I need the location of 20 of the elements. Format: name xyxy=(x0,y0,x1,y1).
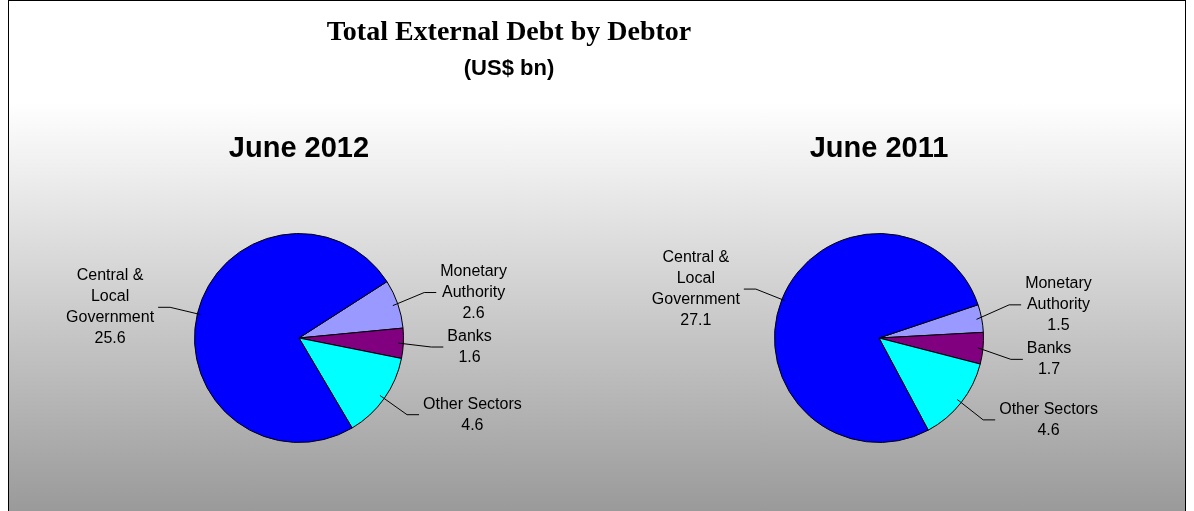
slice-label: Other Sectors xyxy=(999,399,1098,417)
chart-title: June 2011 xyxy=(808,131,950,164)
slice-label: Monetary Authority xyxy=(1025,274,1092,313)
text: Total External Debt by Debtor xyxy=(325,15,693,47)
data-label: 1.7 xyxy=(1037,360,1061,378)
data-label: 1.6 xyxy=(458,347,481,365)
slice-label: Monetary Authority xyxy=(440,261,507,300)
slice-label: Central & Local Government xyxy=(651,248,741,307)
slice-label: Central & Local Government xyxy=(66,266,155,326)
data-label: 2.6 xyxy=(462,303,485,321)
chart-title: June 2012 xyxy=(227,131,371,164)
text: (US$ bn) xyxy=(462,55,556,81)
data-label: 27.1 xyxy=(680,311,712,328)
slice-label: Other Sectors xyxy=(423,394,522,412)
data-label: 25.6 xyxy=(94,329,126,347)
slice-label: Banks xyxy=(1026,339,1072,357)
slice-label: Banks xyxy=(447,326,492,344)
data-label: 4.6 xyxy=(1037,420,1060,438)
data-label: 1.5 xyxy=(1047,316,1070,334)
data-label: 4.6 xyxy=(461,415,484,433)
